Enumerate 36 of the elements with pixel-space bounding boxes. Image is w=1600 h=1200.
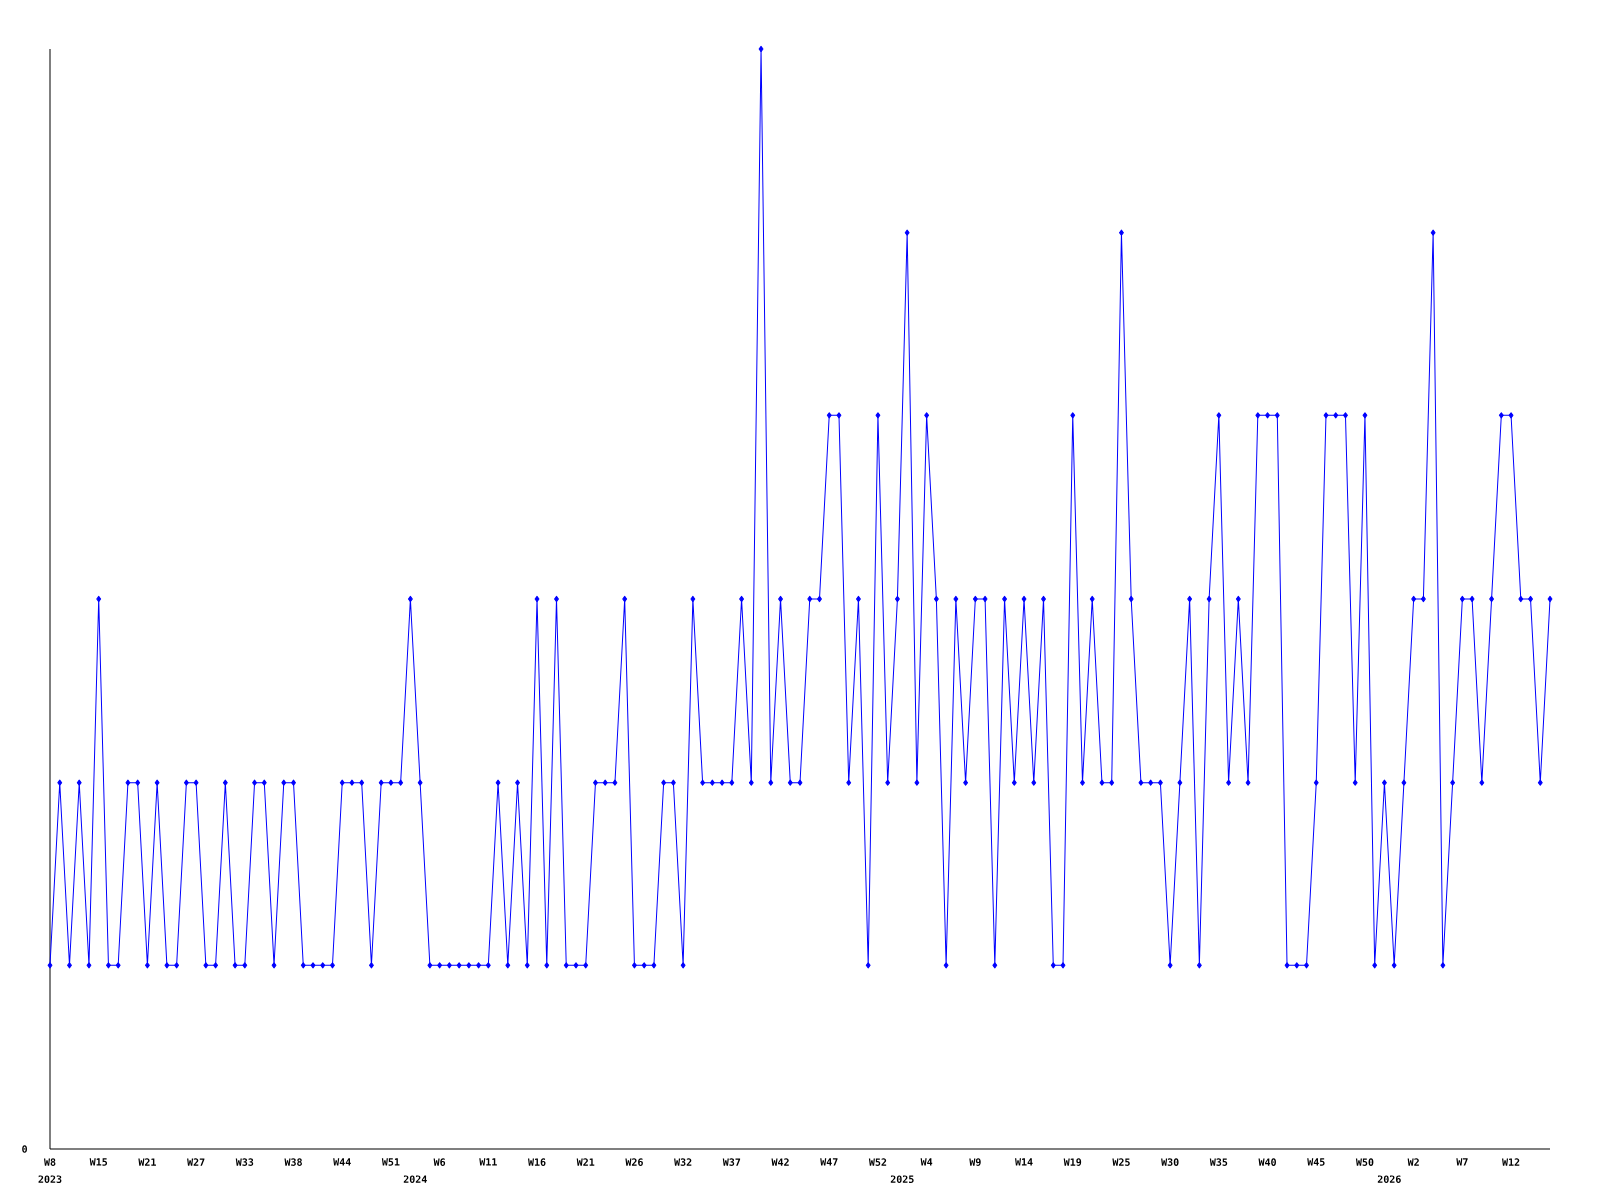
x-tick-label: W35 xyxy=(1209,1158,1228,1166)
x-tick-label: W15 xyxy=(89,1158,108,1166)
x-tick-label: W21 xyxy=(138,1158,156,1166)
x-tick-label: W52 xyxy=(868,1158,887,1166)
text: 2025 xyxy=(890,1175,914,1183)
x-tick-label: W47 xyxy=(820,1158,838,1166)
x-tick-label: W50 xyxy=(1355,1158,1374,1166)
text: 2026 xyxy=(1377,1175,1401,1183)
x-tick-label: W44 xyxy=(333,1158,351,1166)
x-tick-label: W12 xyxy=(1502,1158,1520,1166)
x-tick-label: W38 xyxy=(284,1158,302,1166)
x-tick-label: W27 xyxy=(187,1158,205,1166)
x-tick-label: W42 xyxy=(771,1158,789,1166)
x-tick-label: W51 xyxy=(381,1158,400,1166)
x-tick-label: W25 xyxy=(1112,1158,1130,1166)
x-tick-label: W21 xyxy=(576,1158,595,1166)
x-tick-label: W26 xyxy=(625,1158,643,1166)
x-tick-label: W14 xyxy=(1015,1158,1033,1166)
x-tick-label: W45 xyxy=(1307,1158,1325,1166)
x-tick-label: W4 xyxy=(920,1158,933,1166)
text: 2024 xyxy=(403,1175,427,1183)
x-tick-label: W16 xyxy=(527,1158,546,1166)
x-tick-label: W33 xyxy=(235,1158,254,1166)
x-tick-label: W30 xyxy=(1161,1158,1179,1166)
text: 0 xyxy=(22,1145,28,1153)
x-tick-label: W9 xyxy=(969,1158,981,1166)
x-tick-label: W6 xyxy=(433,1158,446,1166)
x-tick-label: W2 xyxy=(1407,1158,1419,1166)
x-tick-label: W7 xyxy=(1456,1158,1468,1166)
text: 2023 xyxy=(38,1175,62,1183)
x-tick-label: W37 xyxy=(722,1158,741,1166)
x-tick-label: W40 xyxy=(1258,1158,1276,1166)
x-tick-label: W11 xyxy=(479,1158,497,1166)
x-tick-label: W19 xyxy=(1063,1158,1082,1166)
x-tick-label: W32 xyxy=(674,1158,692,1166)
x-tick-label: W8 xyxy=(43,1158,56,1166)
